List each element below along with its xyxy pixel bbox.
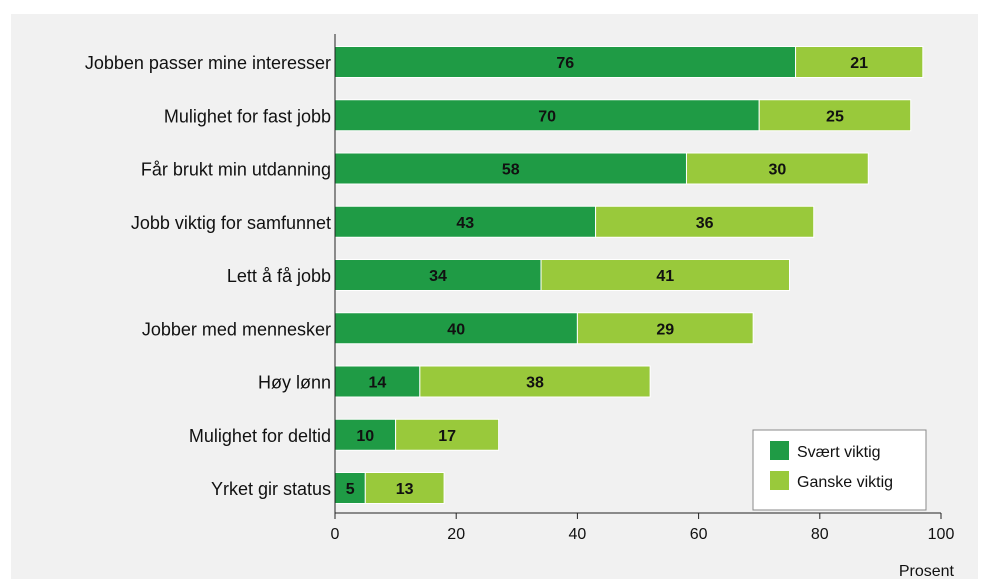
- chart-panel: Jobben passer mine interesser Mulighet fo…: [11, 14, 978, 579]
- value-label-ganske-viktig-mulighet-for-deltid: 17: [438, 428, 456, 445]
- value-label-ganske-viktig-yrket-gir-status: 13: [396, 481, 414, 498]
- value-label-ganske-viktig-far-brukt-min-utdanning: 30: [768, 162, 786, 179]
- category-label-yrket-gir-status: Yrket gir status: [211, 479, 331, 499]
- bars: [334, 46, 924, 504]
- category-label-jobber-med-mennesker: Jobber med mennesker: [142, 319, 331, 339]
- x-tick-label-80: 80: [811, 526, 829, 543]
- x-tick-label-60: 60: [690, 526, 708, 543]
- value-label-sv-rt-viktig-lett-a-fa-jobb: 34: [429, 268, 447, 285]
- legend-label-ganske-viktig: Ganske viktig: [797, 474, 893, 491]
- value-label-ganske-viktig-jobb-viktig-for-samfunnet: 36: [696, 215, 714, 232]
- x-tick-label-40: 40: [569, 526, 587, 543]
- category-label-jobb-viktig-for-samfunnet: Jobb viktig for samfunnet: [131, 213, 331, 233]
- bar-sv-rt-viktig-jobb-viktig-for-samfunnet: [334, 205, 597, 238]
- value-label-sv-rt-viktig-jobben-passer-mine-interesser: 76: [556, 55, 574, 72]
- value-label-sv-rt-viktig-jobb-viktig-for-samfunnet: 43: [456, 215, 474, 232]
- value-labels: 76 21 70 25 58 30 43 36 34 41 40 29 14 38 10 17 5 13: [346, 55, 868, 498]
- x-axis: 0 20 40 60 80 100 Prosent: [331, 34, 955, 579]
- bar-ganske-viktig-yrket-gir-status: [364, 472, 445, 504]
- bar-sv-rt-viktig-h-y-l-nn: [334, 365, 421, 398]
- bar-sv-rt-viktig-far-brukt-min-utdanning: [334, 152, 687, 185]
- value-label-sv-rt-viktig-mulighet-for-deltid: 10: [356, 428, 374, 445]
- bar-ganske-viktig-jobben-passer-mine-interesser: [795, 46, 924, 78]
- legend-swatch-ganske-viktig: [770, 471, 789, 490]
- category-label-mulighet-for-deltid: Mulighet for deltid: [189, 426, 331, 446]
- category-label-jobben-passer-mine-interesser: Jobben passer mine interesser: [85, 53, 331, 73]
- bar-sv-rt-viktig-jobben-passer-mine-interesser: [334, 46, 797, 78]
- stacked-bar-chart: Jobben passer mine interesser Mulighet fo…: [85, 34, 955, 579]
- category-label-mulighet-for-fast-jobb: Mulighet for fast jobb: [164, 106, 331, 126]
- bar-sv-rt-viktig-mulighet-for-fast-jobb: [334, 99, 760, 132]
- bar-ganske-viktig-lett-a-fa-jobb: [540, 259, 790, 291]
- x-tick-label-100: 100: [928, 526, 955, 543]
- bar-ganske-viktig-mulighet-for-fast-jobb: [758, 99, 912, 132]
- category-label-h-y-l-nn: Høy lønn: [258, 373, 331, 393]
- legend-label-sv-rt-viktig: Svært viktig: [797, 444, 881, 461]
- value-label-ganske-viktig-lett-a-fa-jobb: 41: [656, 268, 674, 285]
- x-tick-label-20: 20: [447, 526, 465, 543]
- value-label-ganske-viktig-jobber-med-mennesker: 29: [656, 321, 674, 338]
- category-labels: Jobben passer mine interesser Mulighet fo…: [85, 53, 331, 499]
- bar-ganske-viktig-jobb-viktig-for-samfunnet: [595, 205, 815, 238]
- legend-swatch-sv-rt-viktig: [770, 441, 789, 460]
- value-label-ganske-viktig-jobben-passer-mine-interesser: 21: [850, 55, 868, 72]
- x-tick-label-0: 0: [331, 526, 340, 543]
- bar-ganske-viktig-far-brukt-min-utdanning: [685, 152, 869, 185]
- value-label-ganske-viktig-mulighet-for-fast-jobb: 25: [826, 108, 844, 125]
- bar-ganske-viktig-jobber-med-mennesker: [576, 312, 754, 345]
- value-label-sv-rt-viktig-mulighet-for-fast-jobb: 70: [538, 108, 556, 125]
- bar-ganske-viktig-mulighet-for-deltid: [395, 418, 500, 451]
- top-strip: [0, 0, 989, 14]
- value-label-sv-rt-viktig-jobber-med-mennesker: 40: [447, 321, 465, 338]
- bar-ganske-viktig-h-y-l-nn: [419, 365, 651, 398]
- category-label-far-brukt-min-utdanning: Får brukt min utdanning: [141, 160, 331, 180]
- value-label-sv-rt-viktig-h-y-l-nn: 14: [369, 375, 387, 392]
- category-label-lett-a-fa-jobb: Lett å få jobb: [227, 266, 331, 286]
- value-label-sv-rt-viktig-yrket-gir-status: 5: [346, 481, 355, 498]
- chart-legend: Svært viktig Ganske viktig: [752, 429, 927, 511]
- x-axis-unit-label: Prosent: [899, 563, 955, 579]
- value-label-sv-rt-viktig-far-brukt-min-utdanning: 58: [502, 162, 520, 179]
- value-label-ganske-viktig-h-y-l-nn: 38: [526, 375, 544, 392]
